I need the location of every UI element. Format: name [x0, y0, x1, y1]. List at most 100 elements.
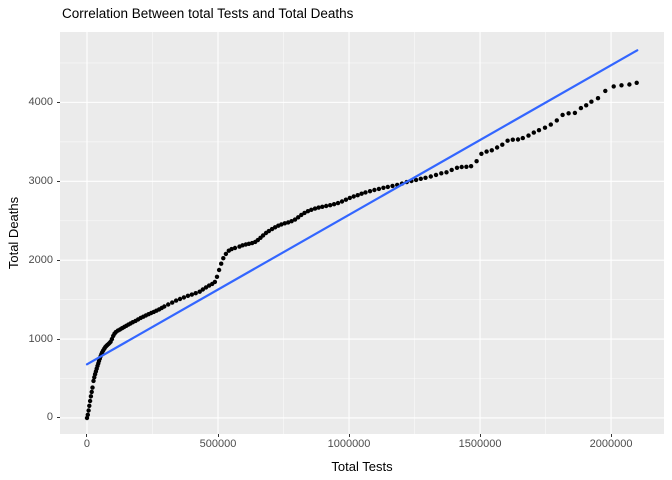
data-point — [232, 245, 238, 251]
data-point — [554, 118, 559, 123]
x-tick-label: 1000000 — [327, 438, 371, 450]
y-tick-label: 3000 — [28, 174, 53, 187]
data-point — [385, 184, 390, 190]
x-tick-label: 0 — [83, 438, 91, 450]
data-point — [363, 190, 368, 195]
data-point — [479, 151, 484, 156]
data-point — [189, 292, 194, 297]
data-point — [627, 82, 632, 87]
data-point — [85, 412, 90, 417]
y-tick-label: 4000 — [28, 95, 53, 108]
data-point — [449, 167, 454, 173]
chart-title: Correlation Between total Tests and Tota… — [62, 6, 354, 21]
y-tick-mark — [57, 338, 60, 340]
data-point — [91, 378, 96, 384]
data-point — [279, 222, 284, 227]
data-point — [89, 389, 94, 395]
data-point — [589, 99, 594, 104]
data-point — [454, 165, 460, 170]
data-point — [316, 205, 321, 210]
data-point — [299, 212, 304, 218]
data-point — [578, 105, 584, 111]
data-point — [214, 274, 220, 279]
data-point — [221, 256, 226, 261]
data-point — [489, 148, 494, 153]
data-point — [619, 83, 624, 88]
data-point — [355, 193, 360, 198]
data-point — [312, 206, 318, 211]
data-point — [320, 204, 325, 209]
y-tick-label: 2000 — [28, 253, 53, 266]
data-point — [484, 149, 489, 154]
data-point — [216, 267, 222, 273]
data-point — [381, 185, 386, 190]
data-point — [200, 287, 205, 292]
x-tick-mark — [610, 434, 612, 437]
data-point — [510, 137, 515, 142]
data-point — [331, 202, 337, 207]
data-point — [87, 398, 93, 404]
data-point — [542, 125, 548, 130]
y-tick-mark — [57, 180, 60, 182]
x-tick-mark — [217, 434, 219, 437]
data-point — [296, 215, 301, 220]
data-point — [611, 84, 616, 89]
y-tick-mark — [57, 417, 60, 419]
data-point — [86, 408, 91, 413]
y-axis-title: Total Deaths — [6, 196, 21, 270]
data-point — [162, 304, 167, 309]
data-point — [219, 261, 224, 266]
data-point — [197, 289, 202, 294]
data-point — [292, 217, 298, 222]
data-point — [536, 128, 542, 133]
x-tick-label: 1500000 — [458, 438, 502, 450]
data-point — [603, 88, 608, 94]
data-point — [302, 210, 307, 216]
data-point — [367, 189, 373, 194]
chart-canvas — [60, 32, 664, 434]
data-point — [335, 200, 341, 206]
x-tick-label: 2000000 — [589, 438, 633, 450]
data-point — [88, 394, 94, 399]
data-point — [515, 137, 521, 142]
y-tick-label: 1000 — [28, 332, 53, 345]
data-point — [343, 197, 349, 202]
x-tick-label: 500000 — [199, 438, 237, 450]
x-axis-title: Total Tests — [331, 459, 393, 474]
data-point — [560, 112, 565, 118]
data-point — [494, 145, 500, 150]
plot-panel — [60, 32, 664, 434]
data-point — [526, 133, 531, 138]
data-point — [166, 302, 171, 307]
data-point — [520, 135, 525, 141]
data-point — [305, 209, 311, 214]
data-point — [505, 138, 510, 143]
data-point — [282, 221, 287, 226]
data-point — [212, 279, 218, 285]
data-point — [170, 300, 175, 305]
y-tick-mark — [57, 101, 60, 103]
data-point — [181, 295, 187, 300]
data-point — [413, 177, 419, 183]
data-point — [444, 170, 449, 175]
data-point — [423, 175, 428, 180]
data-point — [324, 203, 329, 209]
data-point — [193, 291, 198, 296]
data-point — [309, 207, 314, 212]
data-point — [266, 228, 271, 234]
data-point — [433, 172, 439, 178]
data-point — [566, 111, 571, 116]
data-point — [531, 130, 536, 135]
data-point — [177, 296, 183, 302]
data-point — [87, 403, 92, 408]
x-tick-mark — [479, 434, 481, 437]
data-point — [90, 385, 95, 390]
data-point — [260, 233, 266, 238]
data-point — [595, 96, 601, 101]
data-point — [428, 174, 433, 179]
trend-line — [85, 49, 639, 366]
y-tick-mark — [57, 259, 60, 261]
data-point — [468, 164, 474, 169]
data-point — [328, 203, 333, 208]
